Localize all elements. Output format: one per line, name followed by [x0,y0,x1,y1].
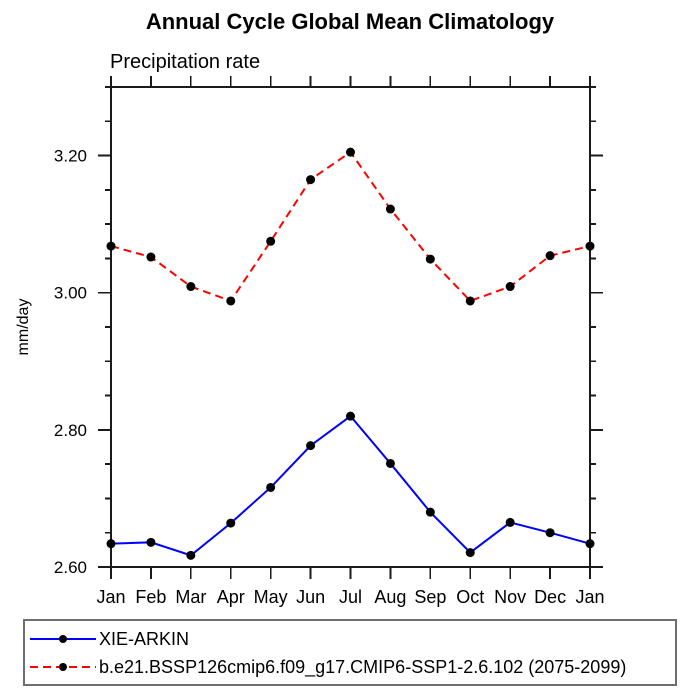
x-tick-label: Dec [534,587,566,607]
data-point-marker [186,550,196,560]
data-point-marker [385,204,395,214]
data-point-marker [465,548,475,558]
data-point-marker [585,539,595,549]
y-tick-label: 2.80 [54,421,87,440]
plot-frame [110,86,591,568]
data-point-marker [545,528,555,538]
legend-box: XIE-ARKIN b.e21.BSSP126cmip6.f09_g17.CMIP… [23,619,677,686]
x-tick-label: Apr [217,587,245,607]
x-tick-label: Aug [374,587,406,607]
legend-marker-icon [59,662,67,671]
data-point-marker [106,241,116,251]
x-tick-label: Feb [135,587,166,607]
x-tick-label: Jun [296,587,325,607]
y-tick-label: 3.20 [54,147,87,166]
legend-item-2: b.e21.BSSP126cmip6.f09_g17.CMIP6-SSP1-2.… [27,653,675,681]
data-point-marker [306,175,316,185]
data-point-marker [545,251,555,261]
data-point-marker [346,147,355,157]
x-tick-label: Jul [339,587,362,607]
data-point-marker [385,458,395,468]
data-point-marker [505,282,515,292]
data-point-marker [106,539,116,549]
x-tick-label: Sep [414,587,446,607]
data-point-marker [505,517,515,527]
legend-item-label: XIE-ARKIN [99,628,190,649]
x-tick-label: Nov [494,587,526,607]
data-point-marker [226,518,236,528]
x-tick-label: May [254,587,288,607]
data-point-marker [146,252,156,262]
data-point-marker [585,241,595,251]
data-point-marker [306,441,316,451]
data-point-marker [425,507,435,517]
legend-sample-line [30,634,96,643]
x-tick-label: Jan [575,587,604,607]
data-point-marker [465,296,475,306]
y-tick-label: 2.60 [54,558,87,577]
chart-subtitle: Precipitation rate [110,51,261,73]
legend-marker-icon [59,634,67,643]
data-point-marker [266,236,276,246]
legend-sample-line [30,662,96,671]
x-tick-label: Jan [96,587,125,607]
data-point-marker [425,254,435,264]
x-tick-label: Mar [175,587,206,607]
series-line-obs [110,414,591,557]
data-point-marker [266,482,276,492]
y-tick-label: 3.00 [54,284,87,303]
chart-title: Annual Cycle Global Mean Climatology [145,9,555,34]
data-point-marker [226,296,236,306]
series-line-model [110,150,591,303]
data-point-marker [186,282,196,292]
x-tick-label: Oct [456,587,484,607]
legend-item-1: XIE-ARKIN [27,625,675,653]
y-axis-title: mm/day [15,299,32,356]
data-point-marker [146,537,156,547]
legend-item-label: b.e21.BSSP126cmip6.f09_g17.CMIP6-SSP1-2.… [99,656,627,677]
data-point-marker [346,411,355,421]
